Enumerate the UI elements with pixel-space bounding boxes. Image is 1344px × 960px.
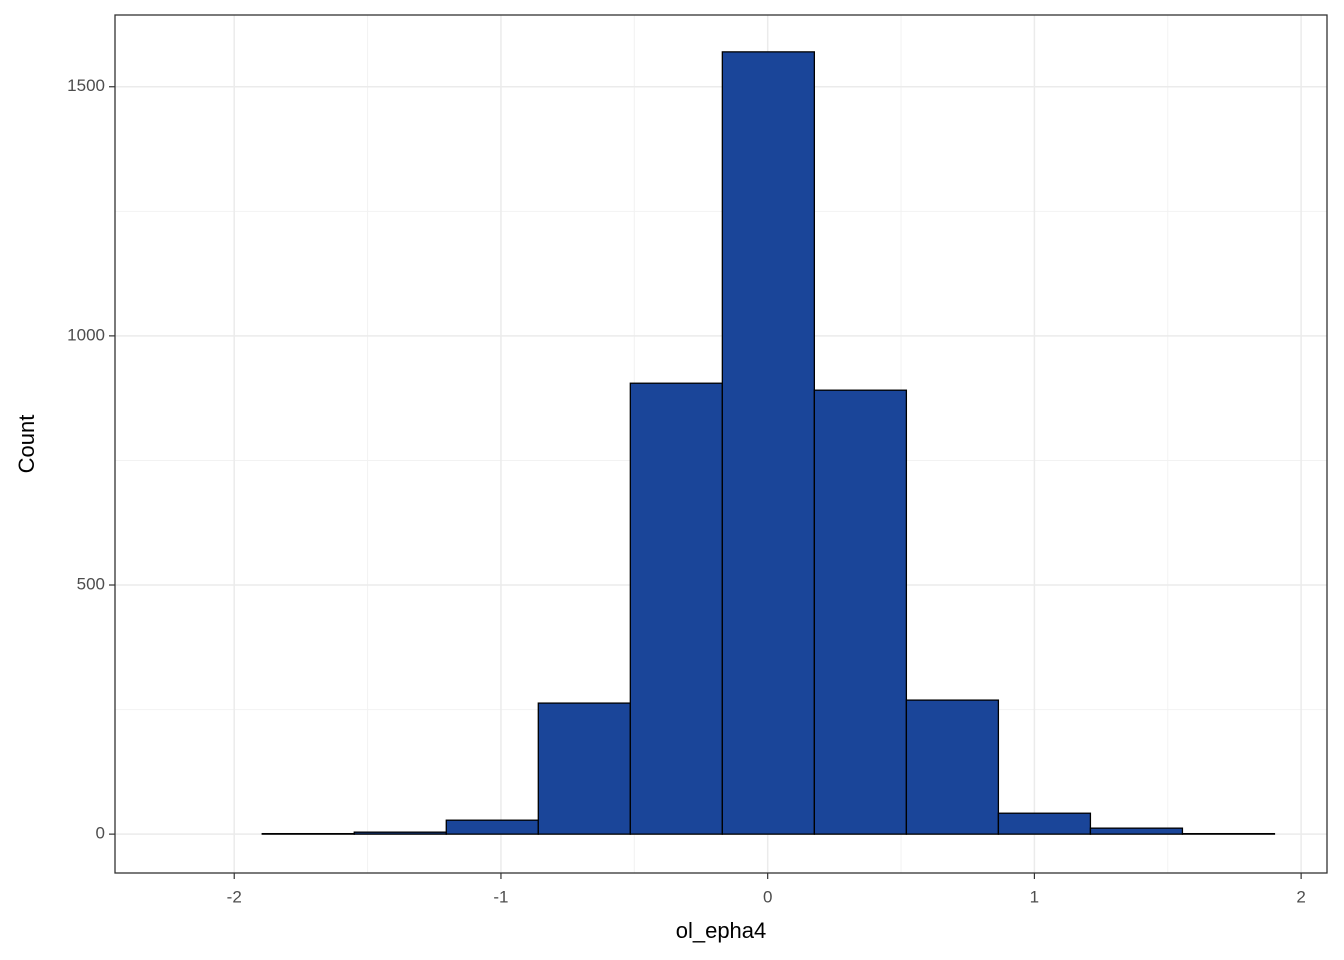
x-tick-label: 1 (1030, 887, 1039, 906)
bar (629, 382, 723, 835)
bar (537, 702, 631, 835)
x-tick-label: 2 (1296, 887, 1305, 906)
x-tick-label: -1 (493, 887, 508, 906)
x-tick-label: -2 (227, 887, 242, 906)
y-tick-label: 1000 (67, 325, 105, 344)
bar (813, 389, 908, 835)
bar (721, 51, 816, 835)
x-tick-label: 0 (763, 887, 772, 906)
x-axis-title: ol_epha4 (676, 918, 767, 943)
panel-border (114, 14, 1328, 874)
bar (997, 812, 1092, 835)
y-tick-label: 1500 (67, 76, 105, 95)
bar (353, 831, 447, 835)
bar (905, 699, 1000, 835)
y-axis-title: Count (14, 415, 39, 474)
bar (445, 819, 539, 835)
y-tick-label: 500 (77, 574, 105, 593)
y-tick-label: 0 (96, 824, 105, 843)
bar (1089, 827, 1184, 835)
